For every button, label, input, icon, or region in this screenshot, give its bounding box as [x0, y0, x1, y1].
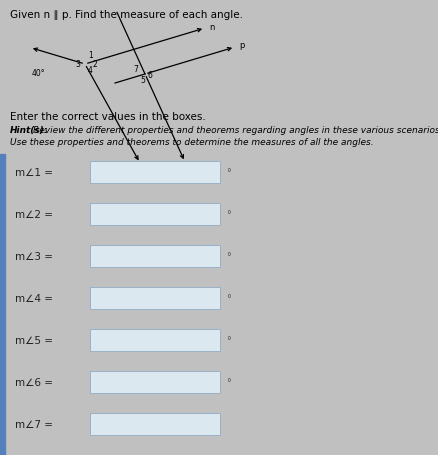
Text: °: °	[226, 293, 230, 303]
Text: °: °	[226, 210, 230, 219]
Text: 5: 5	[140, 76, 145, 85]
Text: m∠1 =: m∠1 =	[15, 167, 53, 177]
Text: Review the different properties and theorems regarding angles in these various s: Review the different properties and theo…	[33, 126, 438, 135]
Text: n: n	[208, 22, 214, 31]
Text: Given n ∥ p. Find the measure of each angle.: Given n ∥ p. Find the measure of each an…	[10, 10, 243, 20]
Text: m∠7 =: m∠7 =	[15, 419, 53, 429]
Text: °: °	[226, 335, 230, 345]
Text: 1: 1	[88, 51, 92, 60]
FancyBboxPatch shape	[90, 245, 219, 268]
Text: °: °	[226, 252, 230, 262]
Text: m∠5 =: m∠5 =	[15, 335, 53, 345]
Text: p: p	[238, 41, 244, 51]
Text: 7: 7	[133, 65, 138, 74]
Text: m∠3 =: m∠3 =	[15, 252, 53, 262]
Text: m∠2 =: m∠2 =	[15, 210, 53, 219]
FancyBboxPatch shape	[90, 413, 219, 435]
FancyBboxPatch shape	[90, 288, 219, 309]
FancyBboxPatch shape	[90, 329, 219, 351]
FancyBboxPatch shape	[90, 203, 219, 226]
Text: 6: 6	[148, 71, 152, 80]
Text: °: °	[226, 377, 230, 387]
Text: Use these properties and theorems to determine the measures of all the angles.: Use these properties and theorems to det…	[10, 138, 373, 147]
Bar	[0, 155, 5, 455]
Text: 4: 4	[88, 66, 93, 75]
Text: Hint(s):: Hint(s):	[10, 126, 48, 135]
FancyBboxPatch shape	[90, 162, 219, 184]
Text: 40°: 40°	[32, 68, 46, 77]
Text: m∠4 =: m∠4 =	[15, 293, 53, 303]
Text: 3: 3	[75, 60, 80, 69]
Text: °: °	[226, 167, 230, 177]
Text: m∠6 =: m∠6 =	[15, 377, 53, 387]
FancyBboxPatch shape	[90, 371, 219, 393]
Text: Enter the correct values in the boxes.: Enter the correct values in the boxes.	[10, 112, 205, 122]
Text: 2: 2	[93, 60, 98, 69]
